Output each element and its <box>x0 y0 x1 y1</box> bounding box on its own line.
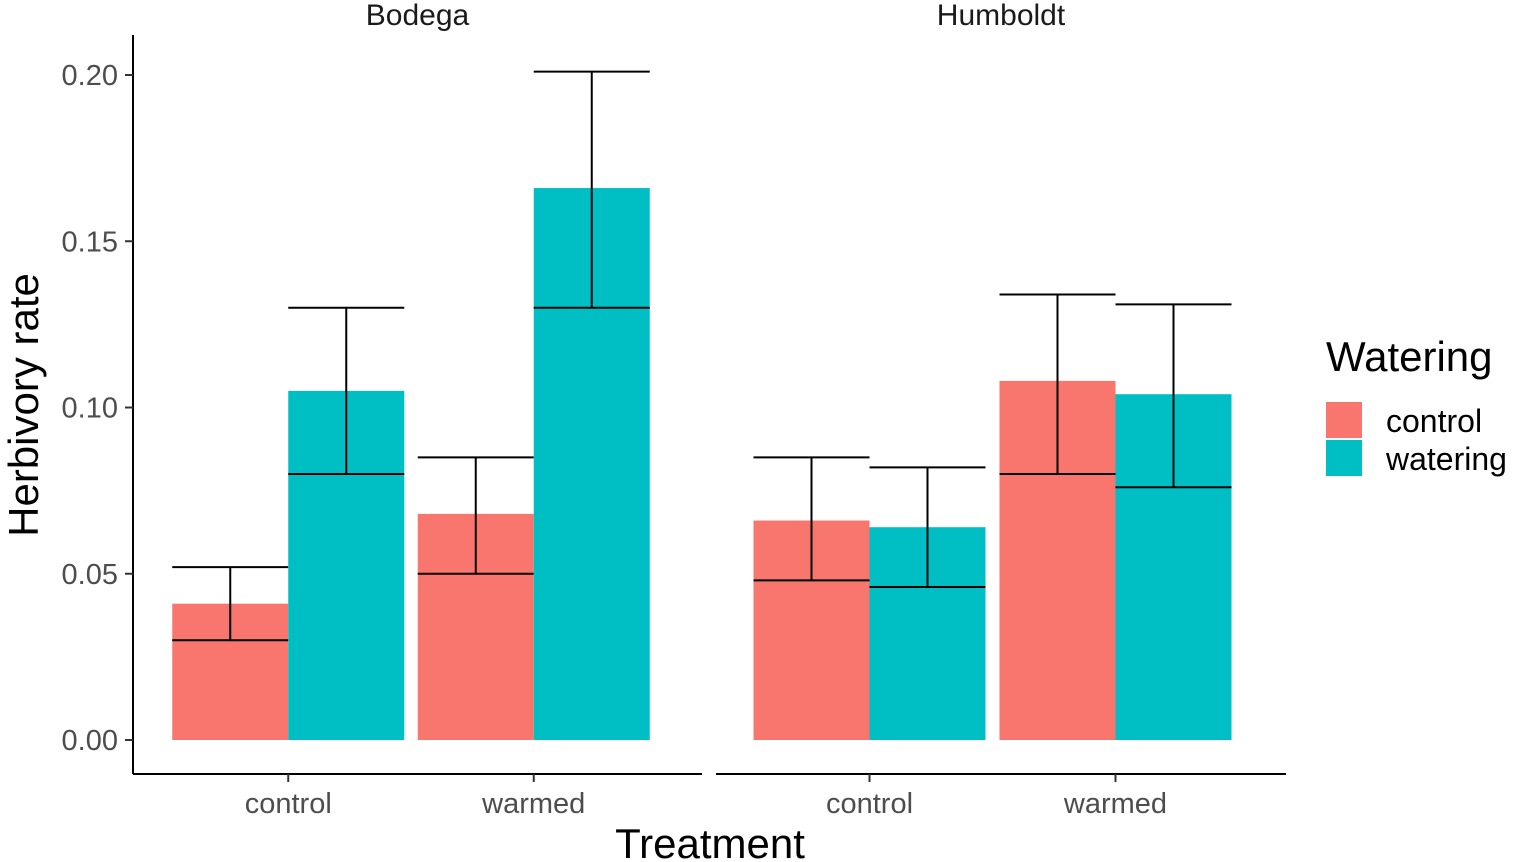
y-tick-label: 0.20 <box>62 60 118 92</box>
y-tick-label: 0.10 <box>62 393 118 425</box>
facet-panel-humboldt: Humboldt control warmed <box>716 0 1286 820</box>
legend-swatch-control <box>1326 402 1362 438</box>
x-tick-label: control <box>245 788 332 820</box>
x-axis-title: Treatment <box>615 820 805 862</box>
y-tick-label: 0.00 <box>62 725 118 757</box>
y-axis-title: Herbivory rate <box>0 273 47 537</box>
x-tick-label: warmed <box>481 788 585 820</box>
legend-swatch-watering <box>1326 440 1362 476</box>
facet-title: Bodega <box>366 0 470 32</box>
error-bar-bodega-warmed-control <box>417 456 534 575</box>
facets: Bodega control warmed Humboldt control warmed <box>133 0 1286 820</box>
error-bar-humboldt-warmed-control <box>999 293 1116 475</box>
error-bar-bodega-warmed-watering <box>533 70 650 309</box>
y-axis: 0.00 0.05 0.10 0.15 0.20 <box>62 35 134 774</box>
x-tick-label: warmed <box>1063 788 1167 820</box>
y-tick-label: 0.15 <box>62 226 118 258</box>
error-bar-bodega-control-control <box>172 566 289 642</box>
legend-title: Watering <box>1326 333 1493 380</box>
facet-panel-bodega: Bodega control warmed <box>133 0 702 820</box>
legend-label-control: control <box>1386 403 1482 439</box>
y-tick-label: 0.05 <box>62 559 118 591</box>
error-bar-bodega-control-watering <box>288 306 405 475</box>
facet-title: Humboldt <box>937 0 1066 32</box>
error-bar-humboldt-control-control <box>753 456 870 582</box>
legend-label-watering: watering <box>1385 441 1507 477</box>
error-bar-humboldt-warmed-watering <box>1115 303 1232 489</box>
error-bar-humboldt-control-watering <box>869 466 986 589</box>
x-tick-label: control <box>826 788 913 820</box>
